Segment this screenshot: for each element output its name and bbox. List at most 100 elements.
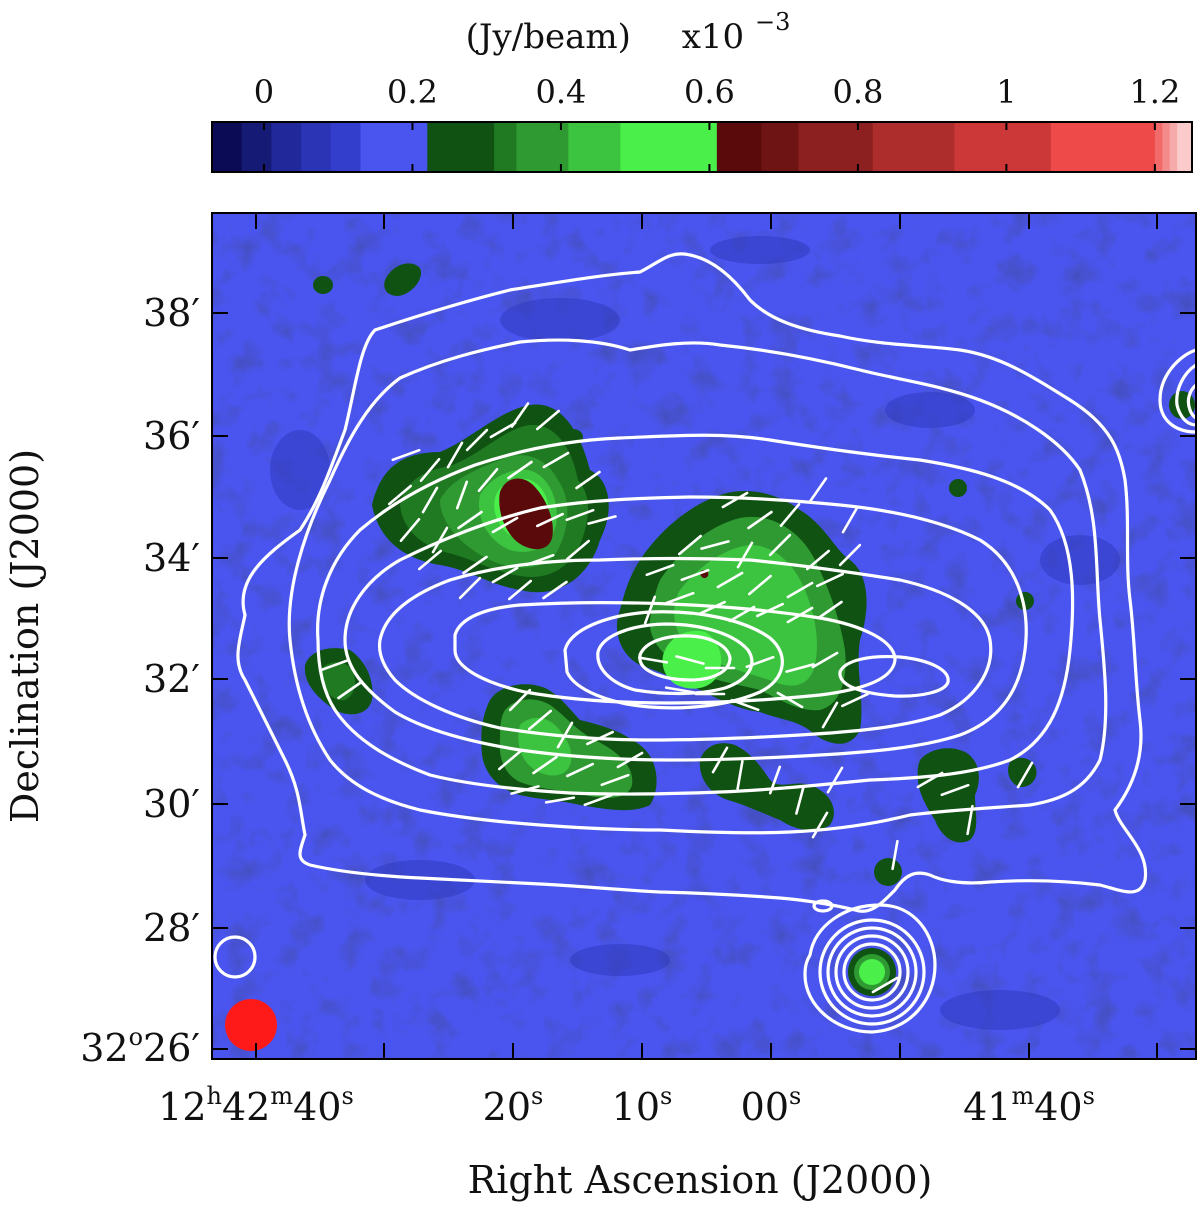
polarization-vector xyxy=(477,467,499,493)
polarization-vector xyxy=(891,839,899,871)
polarization-vector xyxy=(840,692,870,708)
polarization-vector xyxy=(455,480,469,510)
polarization-vector xyxy=(565,539,591,561)
polarization-vector xyxy=(419,457,441,483)
colorbar-segment xyxy=(1050,122,1156,172)
colorbar-segment xyxy=(427,122,495,172)
polarization-vector xyxy=(637,656,669,664)
point-contour-3 xyxy=(826,926,918,1018)
colorbar-segment xyxy=(1162,122,1171,172)
x-tick-label: 00s xyxy=(741,1082,802,1129)
polarization-vector xyxy=(736,759,744,791)
colorbar-segment xyxy=(330,122,361,172)
y-tick-labels: 32o26′ 28′ 30′ 32′ 34′ 36′ 38′ xyxy=(80,291,200,1070)
polarization-vector xyxy=(507,460,533,480)
polarization-vector xyxy=(786,581,814,599)
y-tick-label: 28′ xyxy=(143,906,200,950)
polarization-vector xyxy=(565,762,595,778)
colorbar-exponent-power: −3 xyxy=(755,8,790,36)
point-source-core xyxy=(859,959,885,985)
plot-area xyxy=(212,213,1196,1059)
polarization-vector xyxy=(417,549,443,571)
colorbar-segment xyxy=(494,122,517,172)
polarization-vector xyxy=(643,595,657,625)
colorbar-segment xyxy=(360,122,428,172)
colorbar-segment xyxy=(798,122,874,172)
point-contour-2 xyxy=(834,934,910,1010)
polarization-vector xyxy=(940,783,970,797)
colorbar-segment xyxy=(301,122,332,172)
colorbar-tick-label: 1.2 xyxy=(1129,73,1180,111)
colorbar-tick-label: 0.8 xyxy=(832,73,883,111)
contour-level-1 xyxy=(236,252,1148,913)
point-contour-4 xyxy=(818,918,926,1026)
colorbar-segment xyxy=(954,122,1052,172)
colorbar-segment xyxy=(1169,122,1178,172)
east-edge-contour-2 xyxy=(1175,363,1196,427)
polarization-vector xyxy=(507,579,533,601)
polarization-vector xyxy=(747,510,773,530)
colorbar-frame xyxy=(211,121,1193,173)
polarization-vector xyxy=(387,484,413,506)
polarization-vector xyxy=(677,534,703,556)
colorbar-segment xyxy=(620,122,718,172)
polarization-vector xyxy=(465,428,489,452)
colorbar-segment xyxy=(212,122,243,172)
colorbar-tick-label: 0.6 xyxy=(684,73,735,111)
polarization-vector xyxy=(616,751,644,769)
polarization-vector xyxy=(575,470,601,490)
colorbar-segment xyxy=(516,122,569,172)
contour-level-5 xyxy=(377,556,993,742)
polarization-vector xyxy=(527,709,553,731)
contour-level-6 xyxy=(453,601,897,705)
colorbar-segment xyxy=(872,122,955,172)
polarization-vector xyxy=(745,655,775,669)
colorbar-tick-label: 0.4 xyxy=(535,73,586,111)
polarization-vector xyxy=(768,533,792,557)
polarization-vector xyxy=(508,688,532,712)
polarization-vector xyxy=(1016,761,1034,789)
polarization-vector xyxy=(680,568,710,582)
x-tick-label: 41m40s xyxy=(963,1082,1095,1129)
x-tick-label: 20s xyxy=(483,1082,544,1129)
colorbar-tick-label: 1 xyxy=(996,73,1016,111)
polarization-vector xyxy=(431,526,449,554)
colorbar-segment xyxy=(1154,122,1163,172)
polarization-vector xyxy=(811,651,839,669)
polarization-vector xyxy=(768,765,782,795)
polarization-vector xyxy=(458,576,482,600)
emission-se-1 xyxy=(699,743,834,831)
colorbar-segment xyxy=(271,122,302,172)
polarization-vector xyxy=(645,563,675,577)
polarization-vector xyxy=(675,655,705,665)
plot-frame xyxy=(211,212,1197,1060)
point-contour-outer xyxy=(803,903,937,1034)
polarization-vector xyxy=(542,451,570,469)
polarization-vector xyxy=(491,516,519,534)
colorbar-segment xyxy=(568,122,621,172)
polarization-vector xyxy=(565,508,595,522)
emission-blob-5 xyxy=(949,479,967,497)
noise-patches xyxy=(270,236,1120,1030)
polarization-vector xyxy=(462,555,488,575)
svg-text:(Jy/beam) x10 −3: (Jy/beam) x10 −3 xyxy=(466,8,791,57)
emission-blob-7 xyxy=(874,858,902,886)
polarization-vector xyxy=(399,517,421,543)
polarization-vector xyxy=(525,553,555,567)
contour-level-9 xyxy=(638,634,732,682)
polarization-vector xyxy=(736,541,754,569)
polarization-vector xyxy=(542,580,568,600)
polarization-vector xyxy=(600,773,630,787)
emission-blob-1 xyxy=(313,276,333,294)
colorbar-segment xyxy=(1177,122,1193,172)
polarization-vector xyxy=(587,515,617,525)
y-tick-label: 32′ xyxy=(143,657,200,701)
colorbar-segment xyxy=(241,122,272,172)
polarization-vector xyxy=(728,605,756,623)
polarization-vector xyxy=(966,804,974,836)
polarization-vector xyxy=(795,785,805,815)
x-axis-title: Right Ascension (J2000) xyxy=(468,1158,933,1202)
polarization-vector xyxy=(711,746,729,774)
polarization-vector xyxy=(716,571,744,589)
y-tick-label: 36′ xyxy=(143,414,200,458)
